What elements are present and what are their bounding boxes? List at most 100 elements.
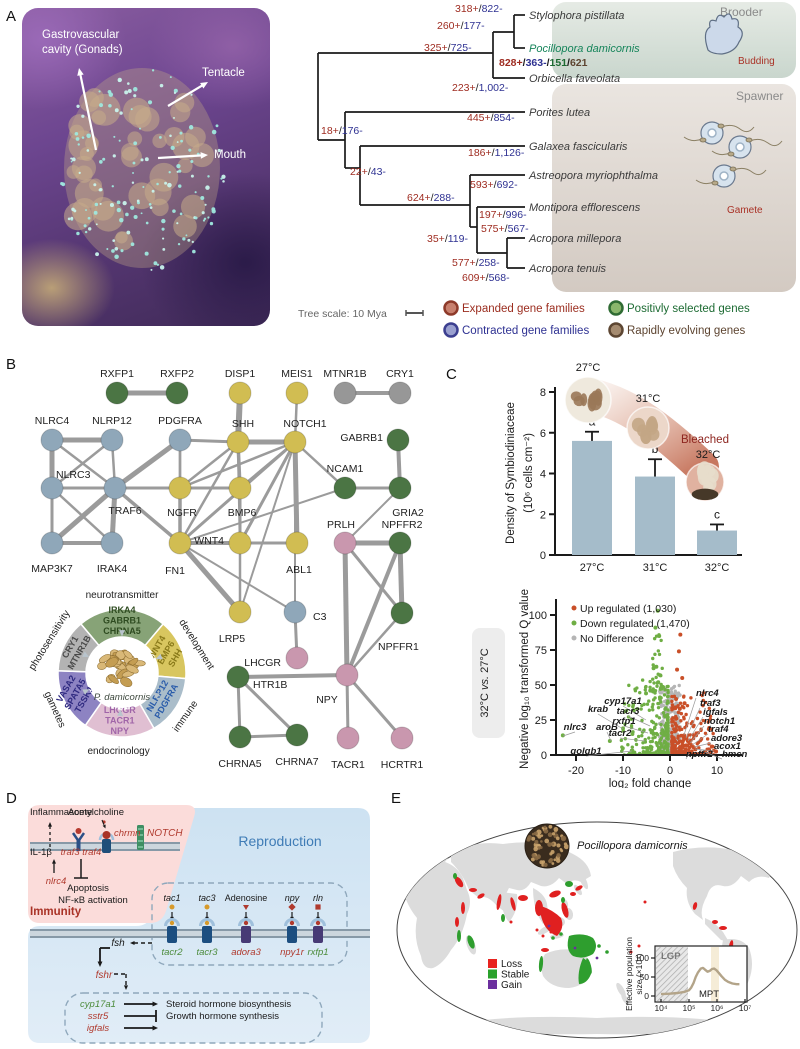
svg-text:Gastrovascular: Gastrovascular bbox=[42, 29, 120, 41]
network-node-CHRNA7 bbox=[285, 723, 309, 747]
network-node-NCAM1 bbox=[333, 476, 357, 500]
svg-text:NOTCH1: NOTCH1 bbox=[283, 418, 326, 430]
network-node-PRLH bbox=[333, 531, 357, 555]
svg-text:325+/725-: 325+/725- bbox=[424, 42, 472, 54]
svg-text:fsh: fsh bbox=[111, 938, 125, 949]
svg-text:Up regulated (1,030): Up regulated (1,030) bbox=[580, 603, 676, 615]
svg-text:PDGFRA: PDGFRA bbox=[158, 415, 202, 427]
svg-text:NOTCH: NOTCH bbox=[147, 828, 183, 839]
svg-text:Stable: Stable bbox=[501, 970, 530, 981]
svg-text:No Difference: No Difference bbox=[580, 633, 644, 645]
svg-text:DISP1: DISP1 bbox=[225, 368, 256, 380]
svg-text:tac1: tac1 bbox=[163, 893, 180, 903]
svg-text:100: 100 bbox=[635, 953, 649, 963]
network-node-CHRNA5 bbox=[228, 725, 252, 749]
panel-label-a: A bbox=[6, 8, 17, 25]
svg-text:Acropora millepora: Acropora millepora bbox=[528, 233, 621, 245]
svg-text:tacr2: tacr2 bbox=[609, 728, 632, 739]
svg-text:log₂ fold change: log₂ fold change bbox=[609, 778, 691, 788]
svg-text:8: 8 bbox=[540, 387, 546, 399]
svg-text:rln: rln bbox=[313, 893, 323, 903]
svg-text:Gamete: Gamete bbox=[727, 205, 763, 216]
svg-text:609+/568-: 609+/568- bbox=[462, 272, 510, 284]
svg-text:Tentacle: Tentacle bbox=[202, 67, 245, 79]
svg-text:Galaxea fascicularis: Galaxea fascicularis bbox=[529, 141, 628, 153]
bar-32°C bbox=[697, 530, 737, 555]
svg-text:Reproduction: Reproduction bbox=[238, 833, 321, 849]
svg-text:35+/119-: 35+/119- bbox=[427, 233, 468, 245]
svg-text:Acetylcholine: Acetylcholine bbox=[68, 807, 124, 818]
svg-text:575+/567-: 575+/567- bbox=[481, 223, 529, 235]
svg-text:Stylophora pistillata: Stylophora pistillata bbox=[529, 10, 624, 22]
svg-text:MPT: MPT bbox=[699, 989, 719, 1000]
svg-text:CHRNA5: CHRNA5 bbox=[218, 758, 261, 770]
svg-text:IRAK4: IRAK4 bbox=[97, 563, 128, 575]
network-node-MTNR1B bbox=[333, 381, 357, 405]
svg-text:10⁶: 10⁶ bbox=[711, 1003, 724, 1013]
svg-text:rxfp1: rxfp1 bbox=[612, 716, 635, 727]
network-node-SHH bbox=[226, 430, 250, 454]
svg-text:10⁷: 10⁷ bbox=[739, 1003, 752, 1013]
network-node-BMP6 bbox=[228, 476, 252, 500]
svg-text:c: c bbox=[714, 507, 720, 521]
svg-text:0: 0 bbox=[541, 750, 547, 762]
svg-text:chrmn: chrmn bbox=[114, 828, 140, 839]
svg-text:CHRNA7: CHRNA7 bbox=[275, 756, 318, 768]
network-node-TACR1 bbox=[336, 726, 360, 750]
network-node-RXFP2 bbox=[165, 381, 189, 405]
network-node-NLRP12 bbox=[100, 428, 124, 452]
svg-text:krab: krab bbox=[588, 704, 608, 715]
svg-text:Rapidly evolving genes: Rapidly evolving genes bbox=[627, 325, 746, 337]
svg-text:Tree scale: 10 Mya: Tree scale: 10 Mya bbox=[298, 308, 387, 320]
svg-text:MTNR1B: MTNR1B bbox=[323, 368, 366, 380]
svg-text:577+/258-: 577+/258- bbox=[452, 257, 500, 269]
svg-text:endocrinology: endocrinology bbox=[87, 746, 149, 757]
svg-text:cyp17a1: cyp17a1 bbox=[604, 696, 642, 707]
svg-text:4: 4 bbox=[540, 469, 546, 481]
svg-text:Bleached: Bleached bbox=[681, 434, 729, 446]
svg-text:10⁴: 10⁴ bbox=[654, 1003, 667, 1013]
svg-text:fshr: fshr bbox=[96, 970, 113, 981]
svg-text:tac3: tac3 bbox=[198, 893, 215, 903]
network-node-NLRC4 bbox=[40, 428, 64, 452]
svg-text:MEIS1: MEIS1 bbox=[281, 368, 313, 380]
svg-text:PRLH: PRLH bbox=[327, 519, 355, 531]
svg-text:NPY: NPY bbox=[316, 694, 338, 706]
svg-text:ABL1: ABL1 bbox=[286, 564, 312, 576]
svg-text:32°C: 32°C bbox=[705, 562, 730, 574]
svg-text:P. damicornis: P. damicornis bbox=[94, 692, 151, 703]
network-node-LRP5 bbox=[228, 600, 252, 624]
svg-text:0: 0 bbox=[644, 991, 649, 1001]
svg-text:nlrc4: nlrc4 bbox=[696, 688, 719, 699]
svg-text:IL-1β: IL-1β bbox=[30, 847, 52, 858]
svg-text:Acropora tenuis: Acropora tenuis bbox=[528, 263, 607, 275]
svg-text:NCAM1: NCAM1 bbox=[327, 463, 364, 475]
svg-text:10: 10 bbox=[711, 765, 723, 777]
svg-text:Pocillopora damicornis: Pocillopora damicornis bbox=[577, 840, 688, 852]
svg-text:Montipora efflorescens: Montipora efflorescens bbox=[529, 202, 641, 214]
svg-text:VASA2SPATA5TSSK1: VASA2SPATA5TSSK1 bbox=[53, 672, 97, 717]
svg-text:notch1: notch1 bbox=[704, 716, 735, 727]
svg-text:Spawner: Spawner bbox=[736, 89, 783, 103]
svg-text:Orbicella faveolata: Orbicella faveolata bbox=[529, 73, 620, 85]
svg-text:RXFP2: RXFP2 bbox=[160, 368, 194, 380]
svg-text:828+/363-/151/621: 828+/363-/151/621 bbox=[499, 57, 588, 69]
svg-text:6: 6 bbox=[540, 428, 546, 440]
svg-text:tacr3: tacr3 bbox=[196, 947, 218, 958]
svg-text:cavity (Gonads): cavity (Gonads) bbox=[42, 44, 123, 56]
svg-text:NLRC4: NLRC4 bbox=[35, 415, 70, 427]
svg-text:cyp17a1: cyp17a1 bbox=[80, 999, 116, 1010]
svg-text:27°C: 27°C bbox=[580, 562, 605, 574]
svg-text:GRIA2: GRIA2 bbox=[392, 507, 424, 519]
network-node-ABL1 bbox=[285, 531, 309, 555]
svg-text:RXFP1: RXFP1 bbox=[100, 368, 134, 380]
svg-text:197+/996-: 197+/996- bbox=[479, 209, 527, 221]
svg-text:624+/288-: 624+/288- bbox=[407, 192, 455, 204]
svg-text:Growth hormone synthesis: Growth hormone synthesis bbox=[166, 1011, 279, 1022]
svg-text:b: b bbox=[652, 442, 659, 456]
network-node-TRAF6 bbox=[103, 476, 127, 500]
svg-text:Porites lutea: Porites lutea bbox=[529, 107, 590, 119]
svg-text:186+/1,126-: 186+/1,126- bbox=[468, 147, 525, 159]
